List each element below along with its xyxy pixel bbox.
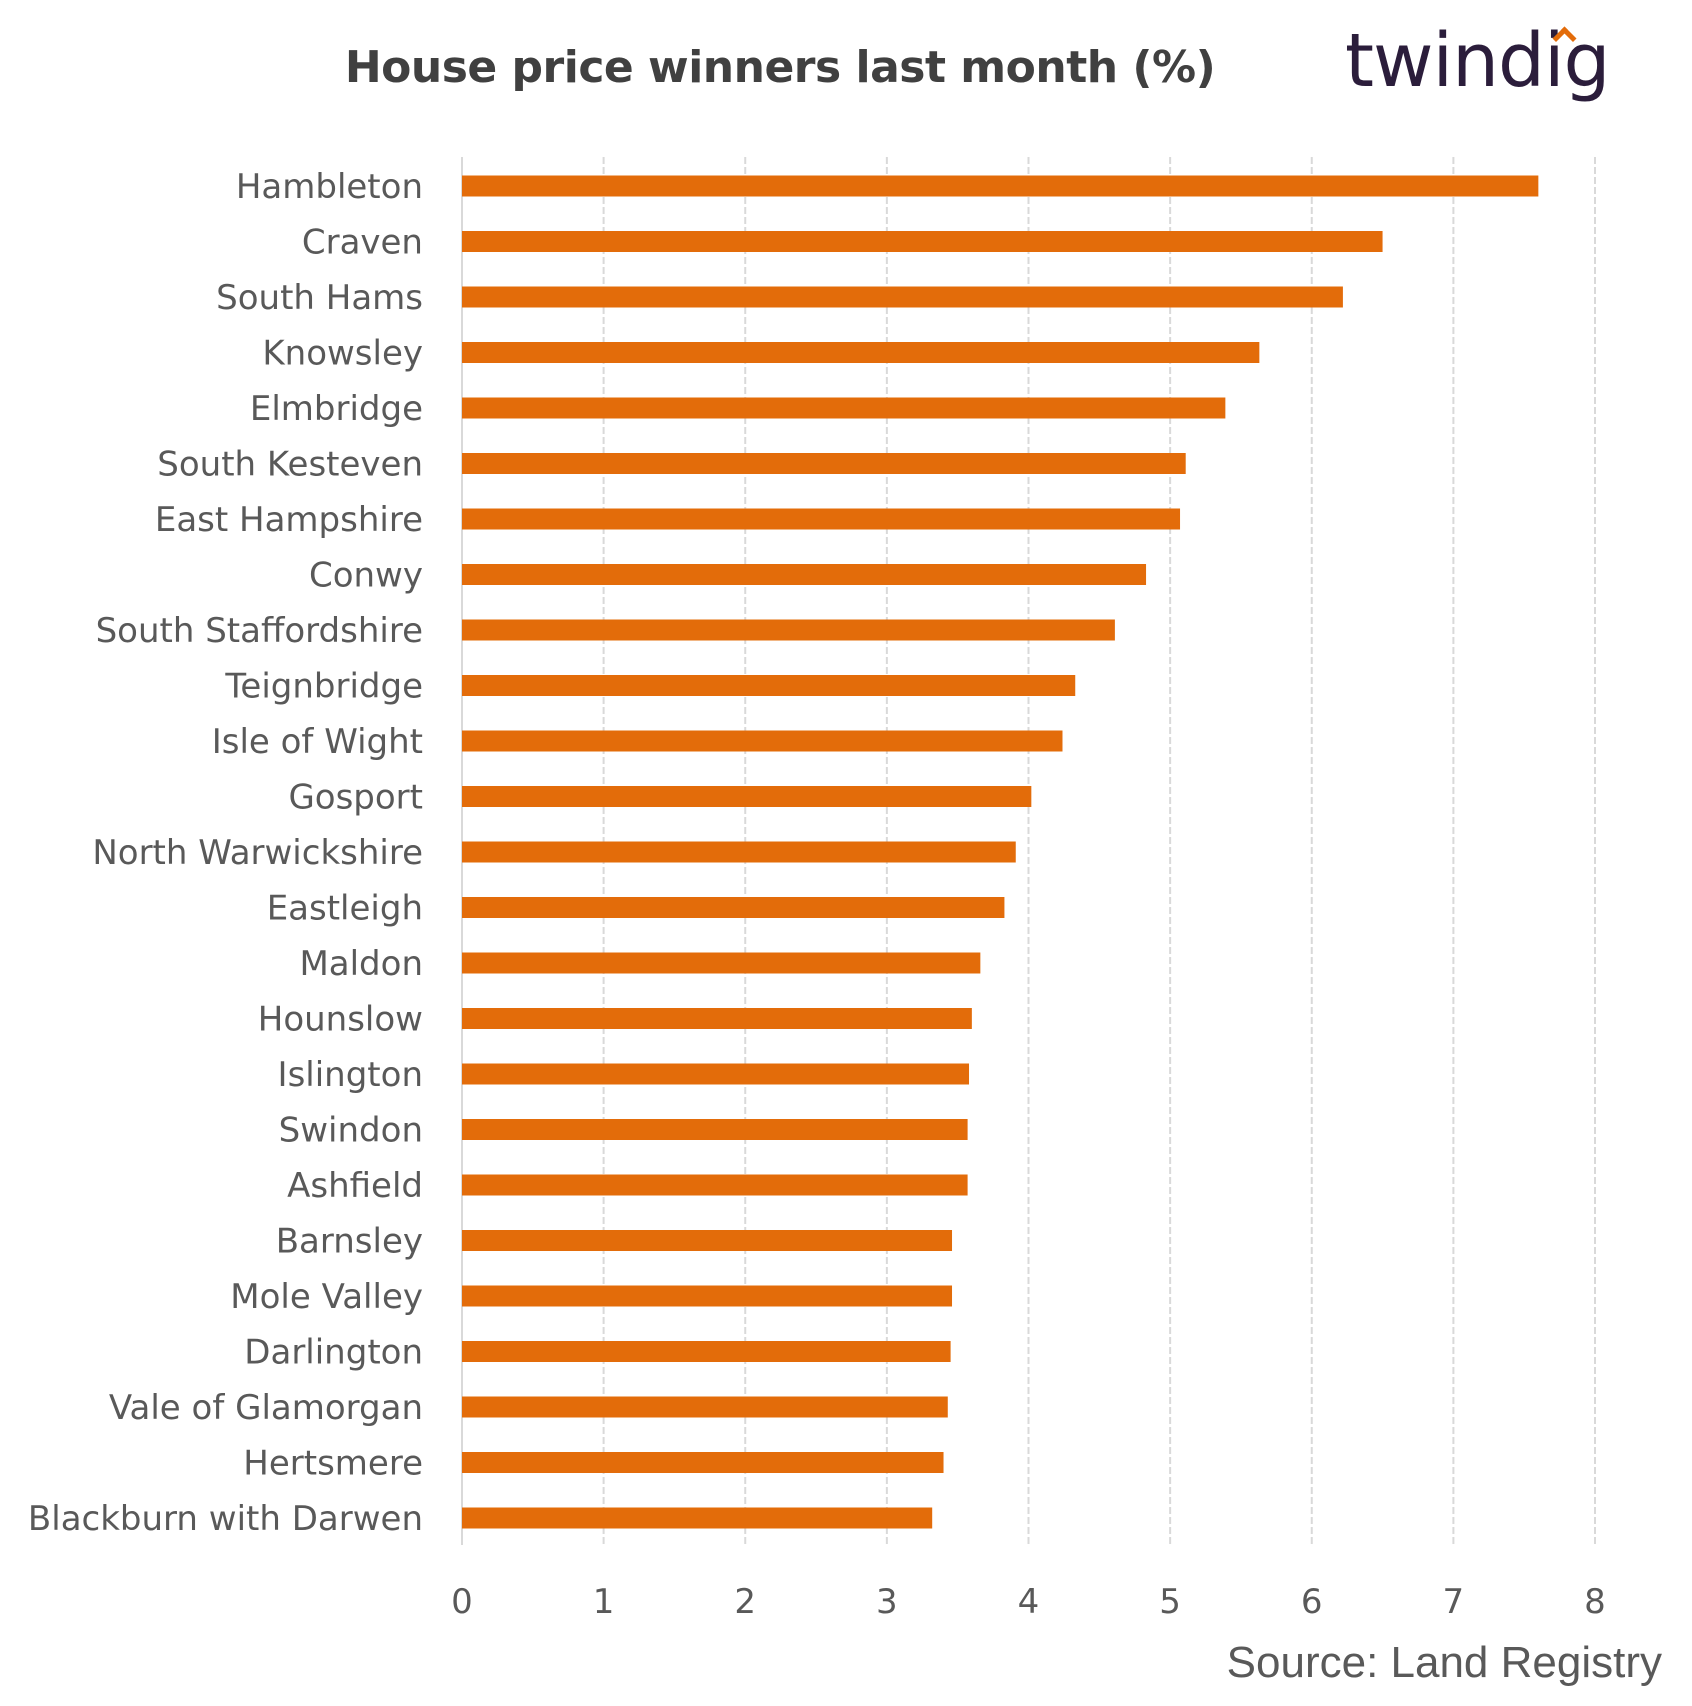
bar	[462, 286, 1343, 308]
bar	[462, 1341, 951, 1362]
bar	[462, 1452, 944, 1473]
bar	[462, 730, 1063, 752]
brand-logo: twindig	[1345, 18, 1611, 104]
x-tick-label: 0	[451, 1582, 473, 1622]
x-tick-label: 4	[1018, 1582, 1040, 1622]
category-label: Hambleton	[236, 167, 423, 207]
bar	[462, 1174, 968, 1196]
bar	[462, 1008, 972, 1029]
brand-logo-text: twindig	[1345, 18, 1611, 104]
category-label: Eastleigh	[267, 889, 423, 929]
bar	[462, 897, 1005, 918]
bar	[462, 508, 1181, 530]
category-label: Hounslow	[258, 1000, 423, 1040]
category-label: South Hams	[216, 278, 423, 318]
x-tick-label: 7	[1443, 1582, 1465, 1622]
bar	[462, 1396, 948, 1418]
category-label: Knowsley	[262, 334, 423, 374]
bar	[462, 841, 1016, 863]
category-label: Gosport	[288, 778, 423, 818]
bar	[462, 619, 1115, 641]
x-tick-label: 3	[876, 1582, 898, 1622]
category-label: Darlington	[244, 1333, 423, 1373]
category-label: Teignbridge	[224, 667, 423, 707]
bar	[462, 342, 1260, 363]
x-tick-label: 2	[734, 1582, 756, 1622]
bar	[462, 1507, 933, 1529]
category-label: Hertsmere	[243, 1444, 423, 1484]
source-note: Source: Land Registry	[1226, 1638, 1662, 1687]
category-label: Mole Valley	[230, 1277, 423, 1317]
bar	[462, 397, 1226, 419]
category-label: North Warwickshire	[92, 833, 423, 873]
category-label: Ashfield	[287, 1166, 423, 1206]
x-tick-label: 8	[1584, 1582, 1606, 1622]
category-label: Conwy	[309, 556, 423, 596]
x-tick-label: 5	[1159, 1582, 1181, 1622]
category-labels: Hambleton Craven South Hams Knowsley Elmbrid…	[28, 167, 423, 1539]
bar	[462, 453, 1186, 474]
bars	[462, 175, 1539, 1529]
bar	[462, 952, 981, 974]
category-label: South Staffordshire	[96, 611, 423, 651]
category-label: Vale of Glamorgan	[109, 1388, 423, 1428]
bar	[462, 175, 1539, 197]
bar	[462, 786, 1032, 807]
bar	[462, 1119, 968, 1140]
category-label: South Kesteven	[157, 445, 423, 485]
category-label: Elmbridge	[250, 389, 423, 429]
x-tick-label: 6	[1301, 1582, 1323, 1622]
category-label: Swindon	[279, 1111, 423, 1151]
x-tick-label: 1	[593, 1582, 615, 1622]
category-label: Isle of Wight	[212, 722, 423, 762]
bar	[462, 231, 1383, 252]
category-label: Craven	[302, 223, 423, 263]
category-label: Maldon	[299, 944, 423, 984]
bar	[462, 564, 1147, 585]
category-label: Blackburn with Darwen	[28, 1499, 423, 1539]
category-label: East Hampshire	[155, 500, 423, 540]
chart-title: House price winners last month (%)	[344, 42, 1216, 93]
bar	[462, 1063, 970, 1085]
category-label: Barnsley	[276, 1222, 423, 1262]
bar	[462, 1285, 953, 1307]
category-label: Islington	[278, 1055, 423, 1095]
bar	[462, 675, 1076, 696]
bar	[462, 1230, 953, 1251]
x-axis-ticks: 0 1 2 3 4 5 6 7 8	[451, 1582, 1606, 1622]
